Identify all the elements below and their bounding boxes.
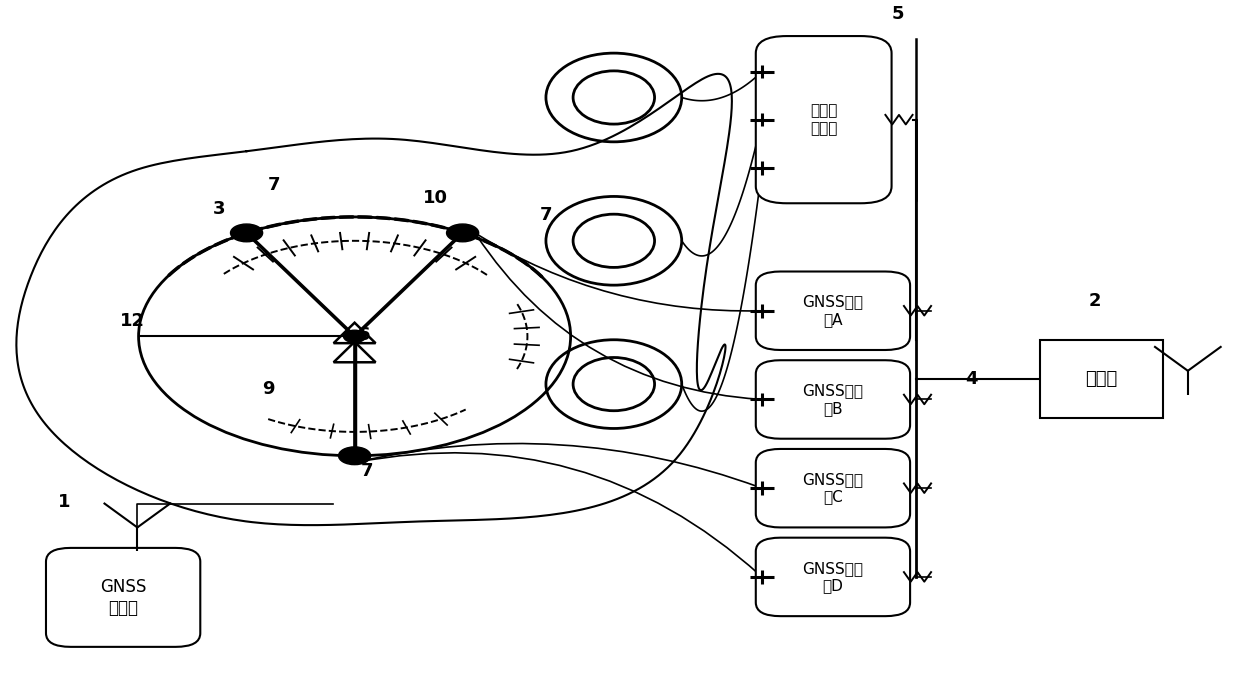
Text: GNSS接收
机C: GNSS接收 机C	[802, 472, 863, 505]
FancyBboxPatch shape	[756, 538, 910, 616]
Text: 2: 2	[1089, 291, 1101, 310]
Text: GNSS接收
机A: GNSS接收 机A	[802, 294, 863, 327]
Text: 7: 7	[268, 176, 280, 194]
Text: 光纤解
调制器: 光纤解 调制器	[810, 103, 837, 136]
Text: 10: 10	[423, 189, 448, 208]
Text: GNSS
参考站: GNSS 参考站	[100, 578, 146, 617]
Text: 3: 3	[212, 199, 226, 217]
Text: 5: 5	[892, 5, 904, 23]
Text: 9: 9	[262, 380, 274, 398]
Text: GNSS接收
机D: GNSS接收 机D	[802, 561, 863, 593]
Text: 7: 7	[539, 206, 552, 224]
Text: 4: 4	[966, 370, 978, 388]
Circle shape	[339, 447, 371, 465]
FancyBboxPatch shape	[756, 271, 910, 350]
FancyBboxPatch shape	[756, 360, 910, 439]
FancyBboxPatch shape	[756, 36, 892, 203]
Text: 1: 1	[58, 493, 71, 511]
FancyBboxPatch shape	[46, 548, 201, 647]
Circle shape	[343, 330, 366, 342]
Bar	[1039, 340, 1163, 418]
FancyBboxPatch shape	[756, 449, 910, 527]
Text: 7: 7	[361, 462, 373, 480]
Circle shape	[231, 224, 263, 242]
Text: 上位机: 上位机	[1085, 370, 1117, 388]
Text: 12: 12	[120, 312, 145, 330]
Text: GNSS接收
机B: GNSS接收 机B	[802, 383, 863, 416]
Text: 6: 6	[358, 325, 371, 344]
Circle shape	[446, 224, 479, 242]
